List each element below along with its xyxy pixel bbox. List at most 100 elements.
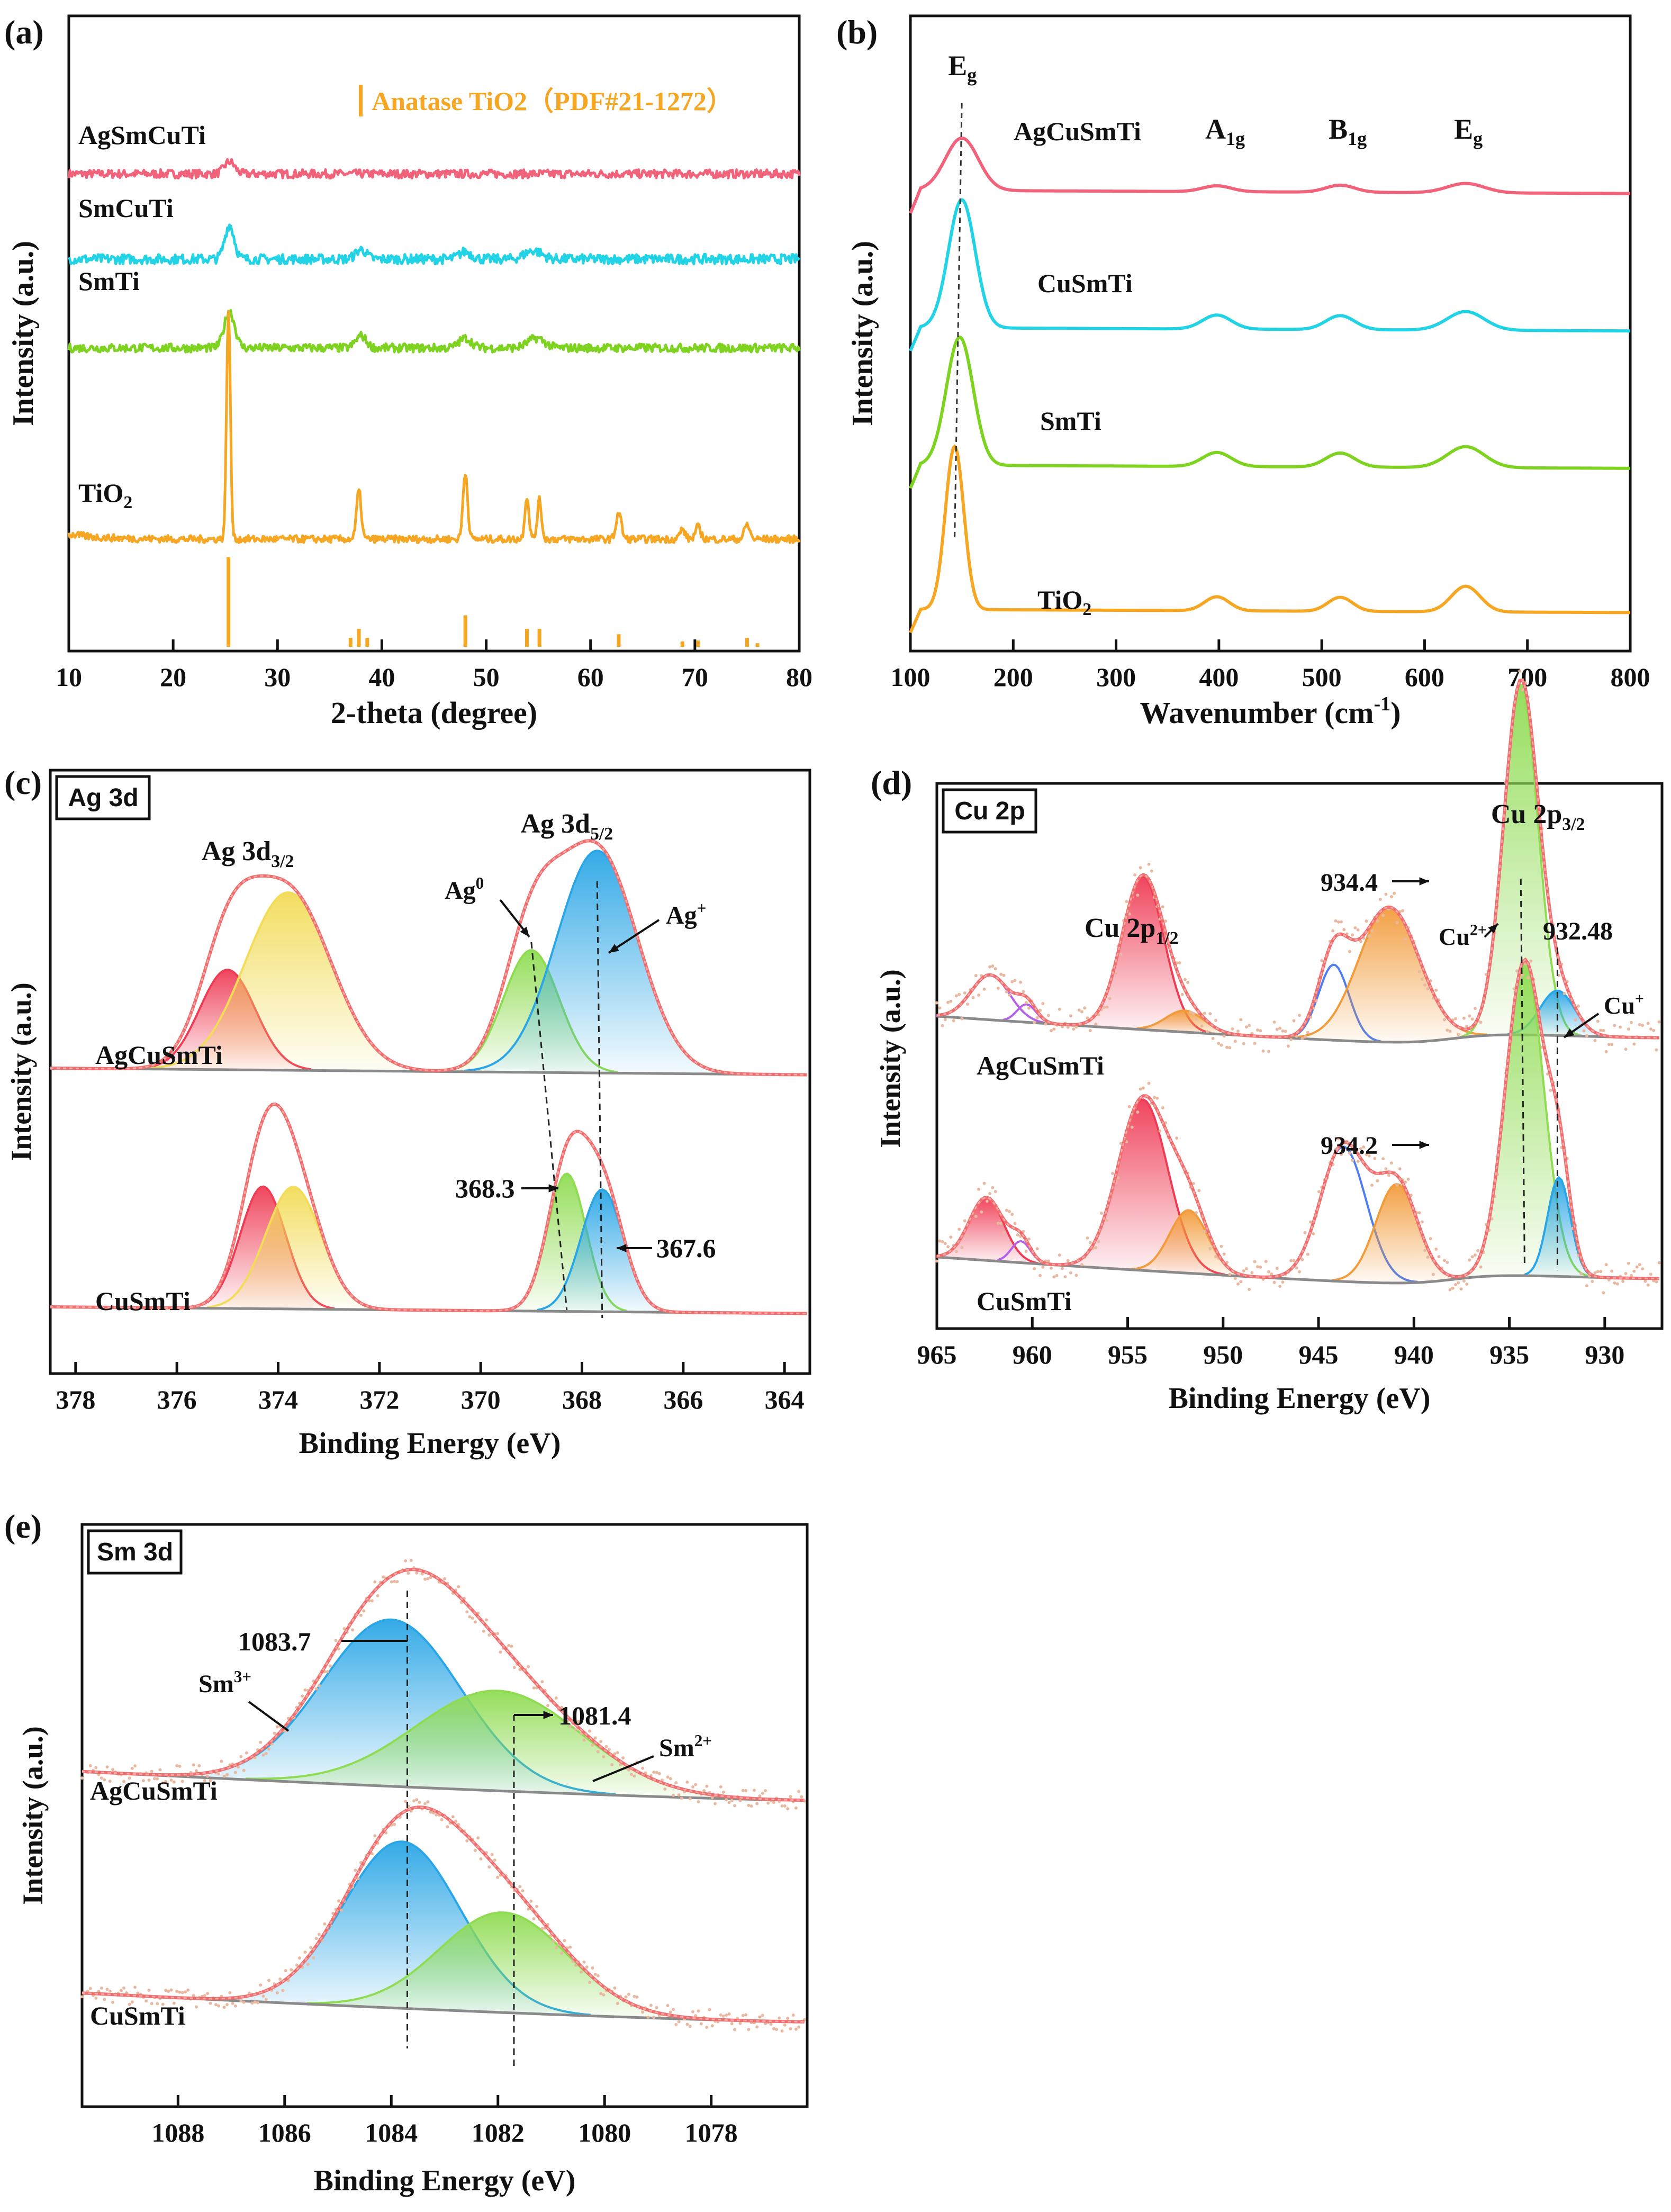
raw-data-point [619,1763,622,1766]
raw-data-point [941,1240,944,1243]
x-tick-label: 368 [562,1385,602,1414]
raw-data-point [88,1987,92,1990]
raw-data-point [259,1983,263,1987]
raw-data-point [1490,1217,1494,1221]
raw-data-point [991,1186,995,1189]
raw-data-point [1080,1263,1083,1267]
raw-data-point [1203,1230,1206,1233]
raw-data-point [761,1791,764,1795]
value-label-932.48: 932.48 [1543,917,1613,945]
value-label-1081.4: 1081.4 [558,1701,631,1730]
panel-a-x-axis-label: 2-theta (degree) [331,696,537,730]
raw-data-point [1649,1272,1652,1276]
raw-data-point [730,2022,734,2026]
raw-data-point [1359,940,1362,943]
raw-data-point [1378,898,1382,901]
raw-data-point [1470,1255,1474,1259]
panel-d-annotations: Cu 2p1/2 Cu 2p3/2 934.4 Cu2+ 932.48 Cu+ 934.2 [1085,799,1644,1270]
raw-data-point [351,1628,355,1632]
panel-b-label: (b) [836,13,878,51]
raw-data-point [178,1764,182,1768]
panel-d-xps-cu2p: (d) 965 960 955 950 945 940 935 930 AgCuSmTi CuS… [871,669,1664,1415]
panel-a-y-axis-label: Intensity (a.u.) [7,241,40,426]
raw-data-point [1236,1282,1240,1286]
raw-data-point [1208,1247,1212,1250]
raw-data-point [1602,1028,1605,1032]
raw-data-point [1236,1030,1240,1033]
raw-data-point [220,1759,223,1763]
raw-data-point [685,1780,689,1784]
raw-data-point [758,2015,762,2019]
raw-data-point [111,2000,114,2004]
sample-label-AgCuSmTi: AgCuSmTi [90,1776,218,1805]
raw-data-point [630,1773,633,1776]
raw-data-point [158,1768,162,1772]
raw-data-point [1632,1269,1636,1273]
raw-data-point [1206,1030,1209,1034]
raw-data-point [1024,1001,1028,1005]
raw-data-point [1437,1255,1441,1259]
raw-data-point [1077,1008,1081,1012]
raw-data-point [209,2001,212,2005]
raw-data-point [627,1768,630,1772]
raw-data-point [1627,1261,1630,1265]
raw-data-point [1518,669,1522,673]
raw-data-point [128,1776,131,1780]
raw-data-point [1178,961,1181,964]
raw-data-point [1010,980,1014,983]
raw-data-point [958,1227,961,1231]
x-tick-label: 1080 [578,2118,631,2147]
raw-data-point [1066,1259,1070,1262]
raw-data-point [1024,1250,1028,1253]
raw-data-point [273,1731,276,1735]
raw-data-point [242,1768,246,1772]
raw-data-point [710,1796,714,1800]
raw-data-point [1459,1287,1463,1291]
raw-envelope-dashed [50,839,807,1076]
raw-data-point [384,1831,388,1835]
raw-data-point [772,2027,775,2030]
raw-data-point [958,992,961,996]
panel-c-label: (c) [4,764,42,801]
raw-data-point [646,2015,650,2019]
x-tick-label: 800 [1611,662,1650,692]
raw-data-point [1303,1035,1307,1039]
raw-data-point [1111,1171,1114,1175]
guide-dashed-line [530,942,568,1311]
raw-data-point [1309,1220,1313,1224]
raw-data-point [303,1951,307,1954]
raw-data-point [1627,1027,1630,1031]
raw-data-point [130,1766,134,1770]
raw-data-point [1351,1159,1354,1162]
raw-data-point [1289,1038,1293,1041]
raw-data-point [527,1907,530,1911]
raw-data-point [150,2002,153,2006]
raw-data-point [1398,1167,1402,1171]
raw-data-point [688,2025,692,2028]
raw-data-point [471,1617,474,1620]
raw-data-point [128,2002,131,2006]
raw-data-point [1184,978,1187,981]
raw-data-point [278,1977,282,1981]
raw-envelope-dashed [82,1568,805,1801]
raw-data-point [977,994,980,997]
raw-data-point [935,1259,938,1263]
raw-data-point [568,1725,572,1728]
raw-data-point [993,1190,997,1194]
raw-data-point [591,1966,594,1970]
raw-data-point [1278,1026,1282,1030]
raw-data-point [941,1024,944,1027]
raw-data-point [507,1644,511,1647]
raw-data-point [521,1889,525,1893]
panel-e-spectra: AgCuSmTi CuSmTi [80,1558,806,2033]
raw-data-point [755,1802,759,1805]
raw-data-point [1613,1281,1616,1285]
raw-data-point [1033,1267,1036,1270]
raw-data-point [1267,1050,1270,1053]
raw-data-point [206,1774,210,1778]
raw-data-point [119,1989,123,1992]
raw-data-point [1248,1024,1251,1027]
raw-data-point [373,1834,377,1838]
raw-data-point [1214,1018,1217,1022]
raw-data-point [136,1991,140,1995]
